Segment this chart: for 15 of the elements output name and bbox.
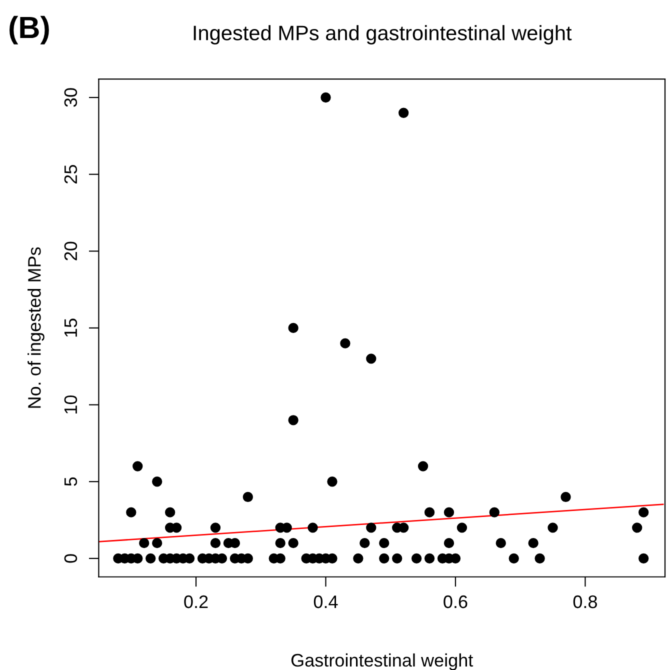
text: (B) (10, 16, 49, 44)
x-axis-title: Gastrointestinal weight (291, 653, 474, 670)
x-tick-label: 0.4 (314, 595, 338, 608)
x-tick-label: 0.2 (184, 595, 208, 608)
y-axis-title: No. of ingested MPs (28, 247, 44, 408)
y-tick-label: 5 (64, 477, 78, 486)
x-tick-label: 0.6 (444, 595, 468, 608)
y-tick-label: 0 (64, 554, 78, 563)
y-tick-label: 10 (64, 395, 78, 414)
x-tick-label: 0.8 (573, 595, 597, 608)
y-tick-label: 20 (64, 242, 78, 260)
y-tick-label: 15 (64, 318, 78, 337)
chart-title: Ingested MPs and gastrointestinal weight (194, 25, 572, 44)
y-tick-label: 25 (64, 165, 78, 184)
y-tick-label: 30 (64, 88, 78, 107)
